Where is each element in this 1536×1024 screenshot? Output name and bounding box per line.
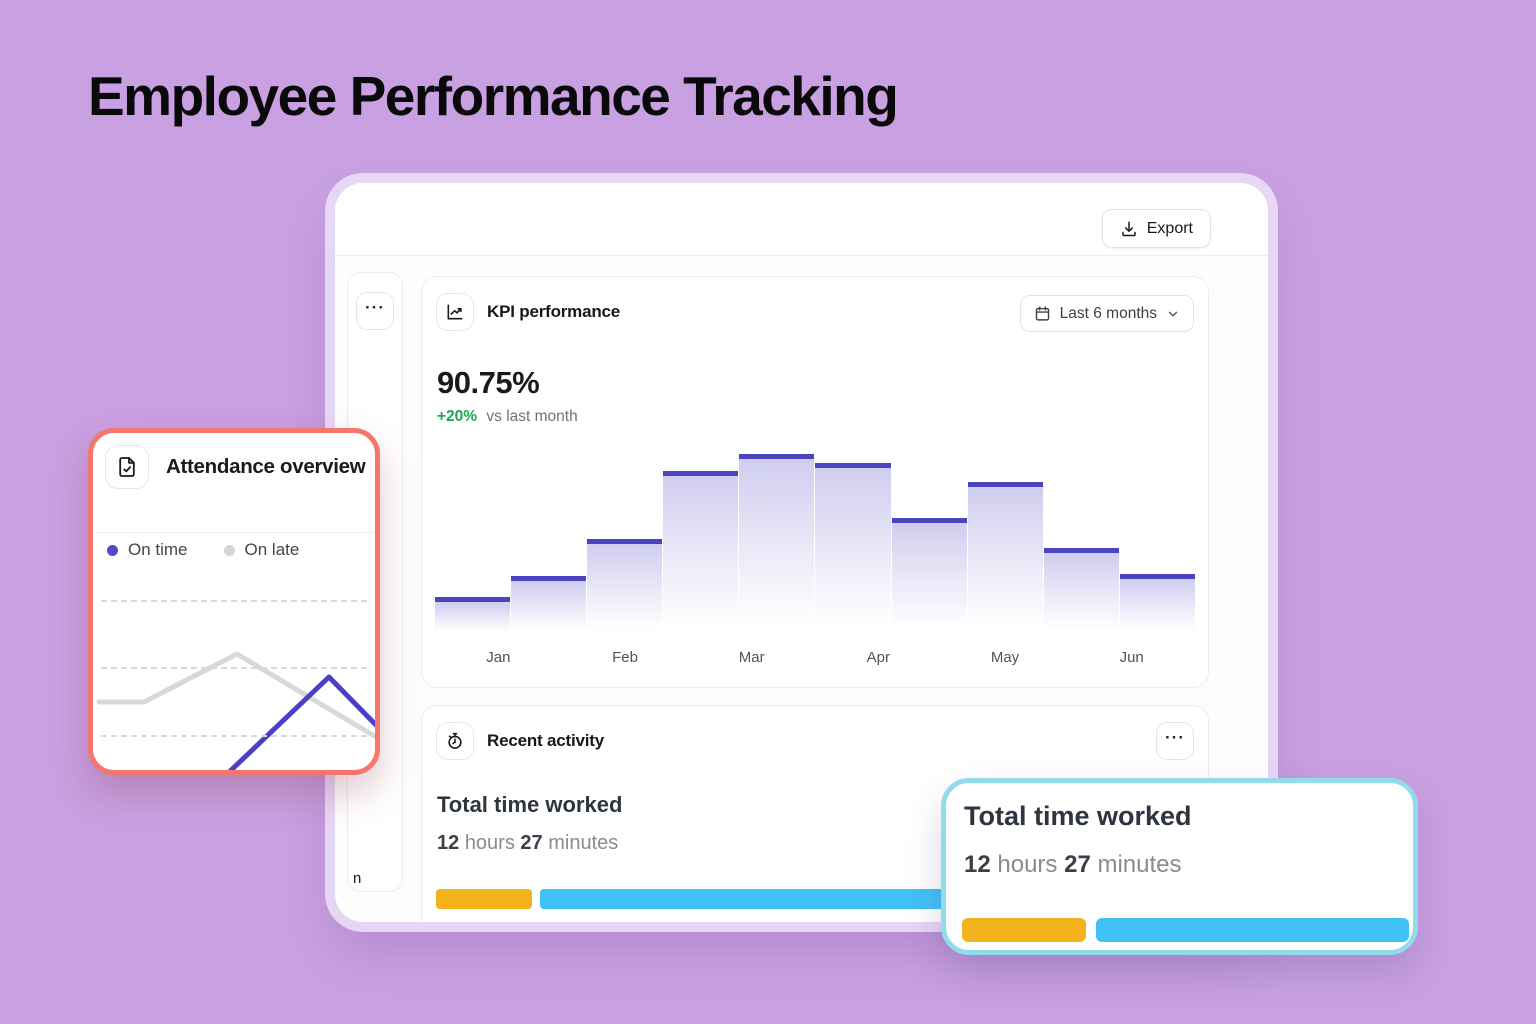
attendance-card-title: Attendance overview	[166, 455, 366, 478]
total-time-callout: Total time worked 12 hours 27 minutes	[941, 778, 1418, 955]
kpi-bar	[739, 454, 815, 633]
date-range-dropdown[interactable]: Last 6 months	[1019, 295, 1194, 332]
total-time-title: Total time worked	[437, 792, 623, 817]
progress-segment	[436, 889, 533, 909]
recent-card-header: Recent activity	[436, 722, 604, 760]
kpi-performance-card: KPI performance Last 6 months 90.75% +20…	[421, 276, 1209, 688]
date-range-label: Last 6 months	[1059, 304, 1157, 322]
legend-dot	[107, 544, 118, 556]
progress-segment	[962, 918, 1086, 942]
legend-label: On late	[244, 540, 300, 559]
axis-month-label: Feb	[612, 649, 638, 666]
kpi-value: 90.75%	[437, 365, 540, 400]
kpi-bar	[967, 482, 1043, 633]
dashboard-header: Export	[335, 183, 1268, 256]
kpi-bar	[511, 576, 587, 633]
recent-icon-box	[436, 722, 474, 760]
attendance-card-header: Attendance overview	[105, 445, 366, 489]
kpi-icon-box	[436, 293, 474, 331]
kpi-bar	[891, 518, 967, 633]
callout-progress-bars	[962, 918, 1409, 942]
stopwatch-icon	[445, 731, 465, 751]
export-button[interactable]: Export	[1101, 209, 1211, 248]
kpi-bar-chart	[435, 449, 1195, 633]
file-check-icon	[115, 455, 139, 479]
kpi-card-header: KPI performance	[436, 293, 620, 331]
legend-item: On late	[223, 540, 300, 560]
hours-unit: hours	[997, 851, 1058, 878]
ellipsis-icon: ···	[1165, 727, 1185, 747]
series-line-on-time	[227, 674, 375, 770]
gridline	[101, 735, 367, 737]
kpi-bar	[587, 539, 663, 633]
kpi-bar	[1119, 574, 1195, 633]
kpi-delta-row: +20% vs last month	[437, 408, 578, 426]
legend-item: On time	[107, 540, 188, 560]
divider	[93, 532, 375, 533]
hours-value: 12	[964, 851, 991, 878]
calendar-icon	[1034, 305, 1051, 322]
minutes-unit: minutes	[1097, 851, 1182, 878]
chevron-down-icon	[1166, 307, 1180, 321]
recent-card-title: Recent activity	[487, 731, 604, 750]
kpi-delta-caption: vs last month	[486, 408, 578, 425]
kpi-delta: +20%	[437, 408, 478, 425]
gridline	[101, 600, 367, 602]
recent-more-button[interactable]: ···	[1156, 722, 1194, 760]
export-button-label: Export	[1146, 219, 1193, 237]
axis-month-label: Apr	[866, 649, 891, 666]
minutes-value: 27	[1064, 851, 1091, 878]
axis-month-label: Jun	[1119, 649, 1144, 666]
axis-month-label: May	[990, 649, 1020, 666]
hours-unit: hours	[464, 832, 515, 854]
axis-month-label: Jan	[486, 649, 511, 666]
minutes-value: 27	[520, 832, 543, 854]
legend-label: On time	[128, 540, 188, 559]
total-time-value: 12 hours 27 minutes	[437, 832, 618, 855]
attendance-overview-callout: Attendance overview On time On late	[88, 428, 380, 775]
ellipsis-icon: ···	[365, 297, 385, 317]
kpi-bar	[815, 463, 891, 633]
chart-line-icon	[445, 302, 465, 322]
kpi-bar	[663, 471, 739, 633]
page-title: Employee Performance Tracking	[88, 65, 899, 127]
side-panel-more-button[interactable]: ···	[356, 292, 394, 330]
progress-segment	[1096, 918, 1409, 942]
attendance-line-chart	[96, 651, 375, 770]
hours-value: 12	[437, 832, 460, 854]
callout-time-value: 12 hours 27 minutes	[964, 851, 1182, 879]
legend-dot	[223, 544, 235, 556]
download-icon	[1120, 220, 1138, 238]
gridline	[101, 667, 367, 669]
kpi-card-title: KPI performance	[487, 302, 621, 321]
kpi-month-axis: Jan Feb Mar Apr May Jun	[435, 649, 1195, 666]
callout-title: Total time worked	[964, 801, 1192, 831]
attendance-legend: On time On late	[107, 540, 299, 560]
axis-month-label: Mar	[738, 649, 765, 666]
attendance-icon-box	[105, 445, 149, 489]
kpi-bar	[435, 597, 511, 633]
minutes-unit: minutes	[548, 832, 619, 854]
occluded-label-fragment: n	[353, 870, 362, 887]
kpi-bar	[1043, 548, 1119, 633]
